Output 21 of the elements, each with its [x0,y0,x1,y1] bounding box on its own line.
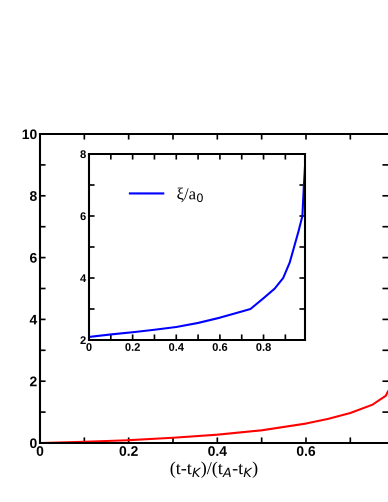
x-tick-label: 0.4 [208,446,227,456]
x-tick-label: 0.2 [125,343,140,351]
x-tick-label: 0.4 [168,343,184,351]
y-tick-label: 4 [30,314,38,324]
legend-label: ξ/a$_{0}$ [177,188,203,202]
y-tick-label: 2 [80,336,86,344]
y-tick-label: 0 [30,438,37,448]
y-tick-label: 8 [80,150,86,158]
y-tick-label: 10 [22,129,37,140]
x-tick-label: 0.2 [120,446,138,456]
y-tick-label: 8 [30,191,37,201]
x-tick-label: 0 [86,343,92,351]
y-tick-label: 2 [30,376,37,386]
x-tick-label: 0.6 [296,446,316,456]
y-tick-label: 4 [80,274,86,282]
y-tick-label: 6 [80,212,86,220]
y-tick-label: 6 [30,252,37,263]
x-tick-label: 0.6 [212,343,228,351]
x-tick-label: 0 [36,446,44,456]
x-tick-label: 0.8 [256,343,271,351]
x-axis-title: (t-t$_{K}$)/(t$_{A}$-t$_{K}$) [170,462,258,478]
